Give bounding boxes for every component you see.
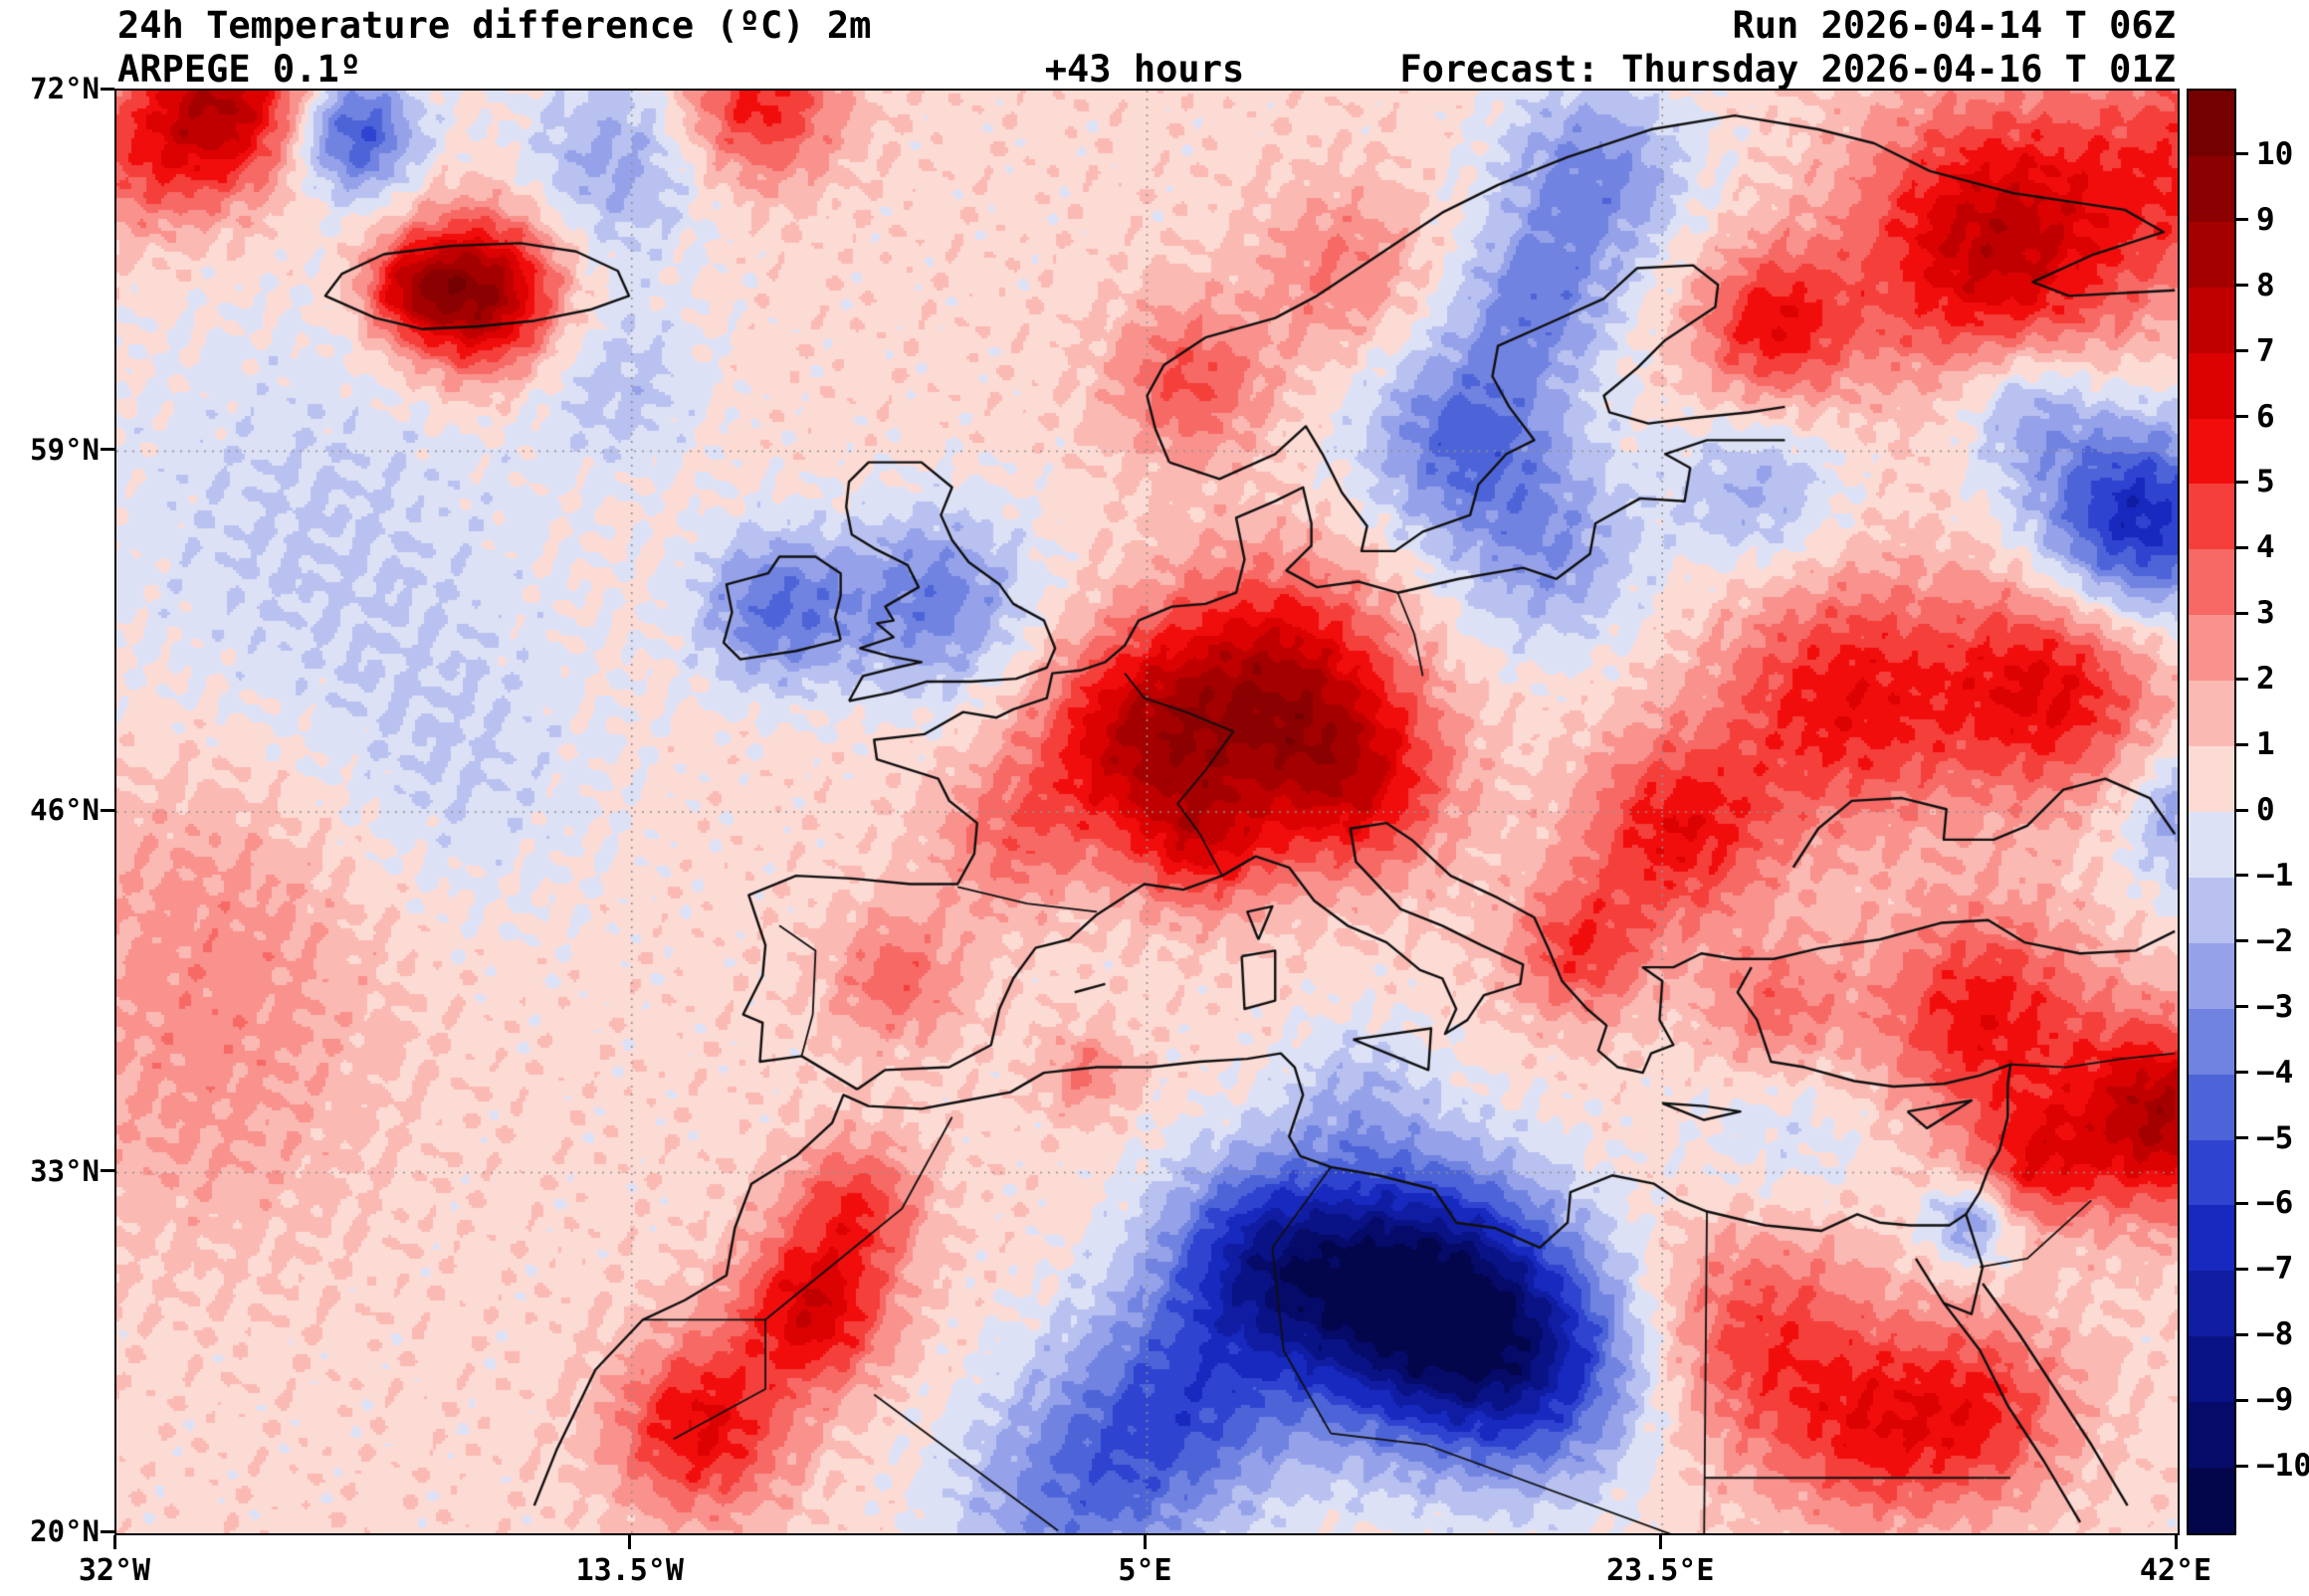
colorbar-tickmark: [2236, 1464, 2248, 1468]
lat-tick-label: 59°N: [30, 432, 100, 467]
colorbar-band: [2189, 155, 2234, 222]
colorbar-tickmark: [2236, 1332, 2248, 1336]
lon-tickmark: [2174, 1535, 2178, 1549]
colorbar-tickmark: [2236, 1267, 2248, 1271]
colorbar-tickmark: [2236, 611, 2248, 615]
colorbar-tickmark: [2236, 349, 2248, 353]
colorbar-band: [2189, 877, 2234, 943]
colorbar-band: [2189, 1336, 2234, 1403]
colorbar-tick-label: 9: [2256, 201, 2275, 238]
colorbar-tickmark: [2236, 808, 2248, 812]
colorbar-band: [2189, 91, 2234, 156]
colorbar-tickmark: [2236, 874, 2248, 878]
colorbar-band: [2189, 1139, 2234, 1206]
colorbar-tick-label: 8: [2256, 267, 2275, 303]
colorbar-band: [2189, 1205, 2234, 1272]
colorbar-tick-label: −2: [2256, 922, 2294, 959]
colorbar-tick-label: 7: [2256, 332, 2275, 369]
lat-tickmark: [101, 87, 114, 91]
header-left: 24h Temperature difference (ºC) 2m ARPEG…: [117, 4, 871, 92]
colorbar-tickmark: [2236, 152, 2248, 156]
lat-tickmark: [101, 448, 114, 451]
colorbar-band: [2189, 549, 2234, 616]
colorbar-tick-label: −10: [2256, 1448, 2309, 1485]
lat-tickmark: [101, 1529, 114, 1533]
lat-tick-label: 33°N: [30, 1153, 100, 1188]
colorbar-tick-label: 4: [2256, 529, 2275, 566]
lon-tickmark: [112, 1535, 116, 1549]
map-canvas: [116, 91, 2178, 1533]
colorbar-tick-label: 1: [2256, 726, 2275, 763]
colorbar-band: [2189, 418, 2234, 485]
colorbar-band: [2189, 1271, 2234, 1337]
colorbar-tickmark: [2236, 545, 2248, 549]
colorbar-tick-label: −3: [2256, 988, 2294, 1025]
lon-tick-label: 5°E: [1118, 1553, 1172, 1588]
colorbar-band: [2189, 1402, 2234, 1469]
colorbar-tick-label: −4: [2256, 1054, 2294, 1091]
run-label: Run 2026-04-14 T 06Z: [1732, 4, 2176, 47]
colorbar-tick-label: 6: [2256, 398, 2275, 435]
colorbar-tickmark: [2236, 415, 2248, 419]
colorbar: [2187, 89, 2236, 1535]
lat-tick-label: 20°N: [30, 1514, 100, 1548]
colorbar-band: [2189, 615, 2234, 682]
lat-tick-label: 46°N: [30, 793, 100, 827]
colorbar-band: [2189, 1008, 2234, 1075]
lon-tick-label: 13.5°W: [575, 1553, 684, 1588]
colorbar-tickmark: [2236, 284, 2248, 288]
colorbar-band: [2189, 1468, 2234, 1533]
lon-tick-label: 32°W: [78, 1553, 151, 1588]
lon-tickmark: [1144, 1535, 1147, 1549]
colorbar-tickmark: [2236, 1398, 2248, 1402]
lat-tick-label: 72°N: [30, 72, 100, 105]
lead-time-label: +43 hours: [1044, 48, 1245, 91]
colorbar-tick-label: −8: [2256, 1316, 2294, 1353]
model-label: ARPEGE 0.1º: [117, 48, 362, 91]
colorbar-band: [2189, 287, 2234, 353]
colorbar-band: [2189, 1074, 2234, 1140]
colorbar-tick-label: 3: [2256, 595, 2275, 632]
colorbar-band: [2189, 352, 2234, 419]
colorbar-tickmark: [2236, 742, 2248, 746]
colorbar-tick-label: −7: [2256, 1251, 2294, 1288]
colorbar-tickmark: [2236, 480, 2248, 484]
colorbar-tickmark: [2236, 677, 2248, 681]
colorbar-tick-label: −5: [2256, 1119, 2294, 1156]
colorbar-band: [2189, 811, 2234, 878]
forecast-label: Forecast: Thursday 2026-04-16 T 01Z: [1399, 48, 2176, 91]
colorbar-tick-label: −9: [2256, 1382, 2294, 1419]
colorbar-band: [2189, 221, 2234, 288]
colorbar-tick-label: 10: [2256, 135, 2294, 172]
colorbar-tickmark: [2236, 1071, 2248, 1075]
colorbar-tickmark: [2236, 218, 2248, 222]
colorbar-band: [2189, 484, 2234, 550]
lat-tickmark: [101, 808, 114, 812]
colorbar-tickmark: [2236, 1136, 2248, 1140]
lon-tick-label: 42°E: [2139, 1553, 2212, 1588]
map-title: 24h Temperature difference (ºC) 2m: [117, 4, 872, 47]
colorbar-tick-label: 2: [2256, 661, 2275, 698]
map-frame: [114, 89, 2180, 1535]
lat-tickmark: [101, 1169, 114, 1172]
colorbar-tickmark: [2236, 1201, 2248, 1205]
colorbar-tick-label: −6: [2256, 1185, 2294, 1222]
lon-tickmark: [628, 1535, 632, 1549]
lon-tick-label: 23.5°E: [1606, 1553, 1715, 1588]
colorbar-tick-label: −1: [2256, 857, 2294, 894]
header-right: Run 2026-04-14 T 06Z Forecast: Thursday …: [1399, 4, 2176, 92]
colorbar-tickmark: [2236, 939, 2248, 943]
colorbar-band: [2189, 681, 2234, 747]
colorbar-band: [2189, 746, 2234, 812]
colorbar-tick-label: 5: [2256, 464, 2275, 500]
colorbar-tick-label: 0: [2256, 792, 2275, 828]
colorbar-tickmark: [2236, 1005, 2248, 1009]
lon-tickmark: [1658, 1535, 1662, 1549]
colorbar-band: [2189, 942, 2234, 1009]
